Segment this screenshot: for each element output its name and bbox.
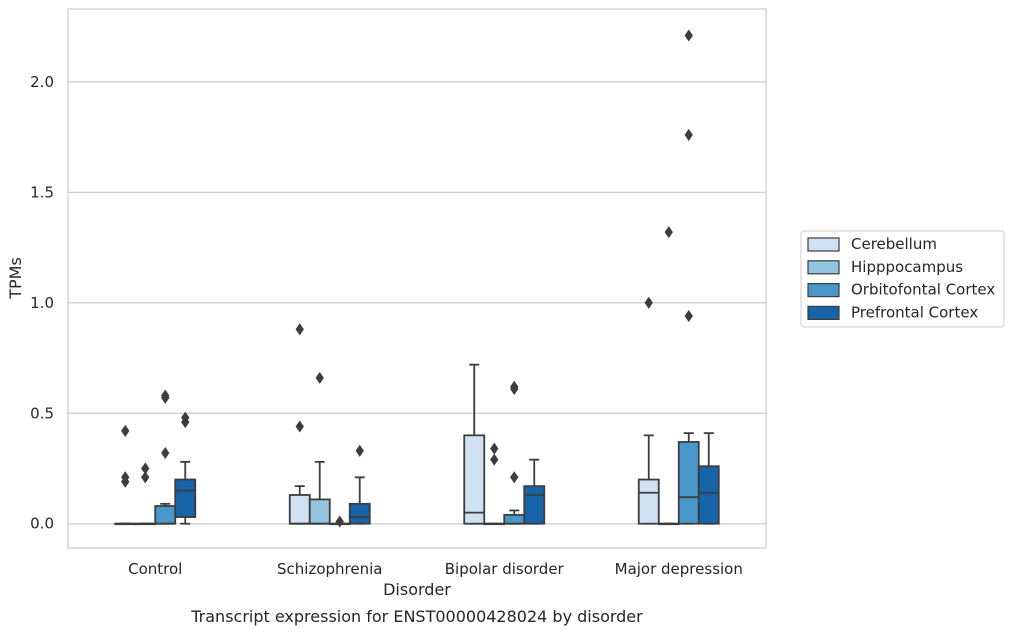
box-body	[677, 441, 700, 525]
outlier-point	[121, 424, 130, 437]
x-tick-label: Schizophrenia	[277, 560, 382, 578]
outlier-point	[335, 515, 344, 528]
legend-label: Cerebellum	[851, 235, 937, 253]
box-cerebellum	[114, 424, 137, 526]
legend-swatch	[807, 237, 840, 252]
legend-label: Prefrontal Cortex	[851, 303, 978, 321]
box-cerebellum	[288, 323, 311, 525]
legend-label: Orbitofontal Cortex	[851, 281, 995, 299]
legend: Cerebellum Hipppocampus Orbitofontal Corte…	[800, 230, 1005, 328]
chart-caption: Transcript expression for ENST0000042802…	[190, 607, 643, 626]
box-body	[288, 494, 311, 525]
box-orbitofontal-cortex	[328, 515, 351, 528]
legend-swatch	[807, 260, 840, 275]
outlier-point	[121, 475, 130, 488]
outlier-point	[644, 296, 653, 309]
box-hipppocampus	[483, 442, 506, 526]
outlier-point	[295, 323, 304, 336]
y-tick-label: 1.5	[30, 183, 54, 201]
box-hipppocampus	[308, 371, 331, 525]
y-tick-label: 2.0	[30, 73, 54, 91]
box-hipppocampus	[134, 462, 157, 526]
box-prefrontal-cortex	[697, 432, 720, 525]
grid-lines	[68, 81, 766, 525]
outlier-point	[355, 444, 364, 457]
plot-frame	[67, 8, 767, 549]
box-orbitofontal-cortex	[154, 389, 177, 525]
box-cerebellum	[637, 296, 660, 525]
legend-swatch	[807, 305, 840, 320]
box-body	[308, 498, 331, 525]
box-body	[697, 465, 720, 525]
box-body	[523, 485, 546, 525]
outlier-point	[181, 416, 190, 429]
outlier-point	[490, 442, 499, 455]
box-orbitofontal-cortex	[677, 29, 700, 525]
outlier-point	[684, 310, 693, 323]
y-tick-labels: 0.0 0.5 1.0 1.5 2.0	[30, 73, 54, 533]
outlier-point	[295, 420, 304, 433]
box-prefrontal-cortex	[523, 458, 546, 525]
outlier-point	[161, 446, 170, 460]
box-prefrontal-cortex	[348, 444, 371, 525]
x-tick-label: Control	[128, 560, 182, 578]
y-axis-label: TPMs	[6, 257, 25, 300]
y-tick-label: 1.0	[30, 294, 54, 312]
box-body	[463, 434, 486, 525]
box-cerebellum	[463, 363, 486, 525]
outlier-point	[684, 128, 693, 141]
box-orbitofontal-cortex	[503, 380, 526, 525]
box-body	[174, 478, 197, 518]
x-axis-label: Disorder	[383, 580, 451, 599]
y-tick-label: 0.5	[30, 404, 54, 422]
box-body	[637, 478, 660, 525]
box-series	[114, 29, 720, 528]
outlier-point	[684, 29, 693, 42]
box-body	[503, 513, 526, 525]
x-tick-label: Major depression	[615, 560, 743, 578]
box-hipppocampus	[657, 226, 680, 526]
outlier-point	[161, 391, 170, 404]
outlier-point	[510, 471, 519, 484]
outlier-point	[315, 371, 324, 384]
x-tick-labels: Control Schizophrenia Bipolar disorder Majo…	[128, 560, 743, 578]
y-tick-label: 0.0	[30, 515, 54, 533]
legend-swatch	[807, 283, 840, 298]
outlier-point	[510, 382, 519, 395]
legend-frame	[800, 230, 1005, 328]
box-prefrontal-cortex	[174, 411, 197, 525]
outlier-point	[664, 226, 673, 239]
legend-label: Hipppocampus	[851, 258, 963, 276]
x-tick-label: Bipolar disorder	[445, 560, 565, 578]
outlier-point	[490, 453, 499, 466]
box-body	[348, 502, 371, 525]
outlier-point	[141, 471, 150, 484]
box-body	[154, 505, 177, 525]
